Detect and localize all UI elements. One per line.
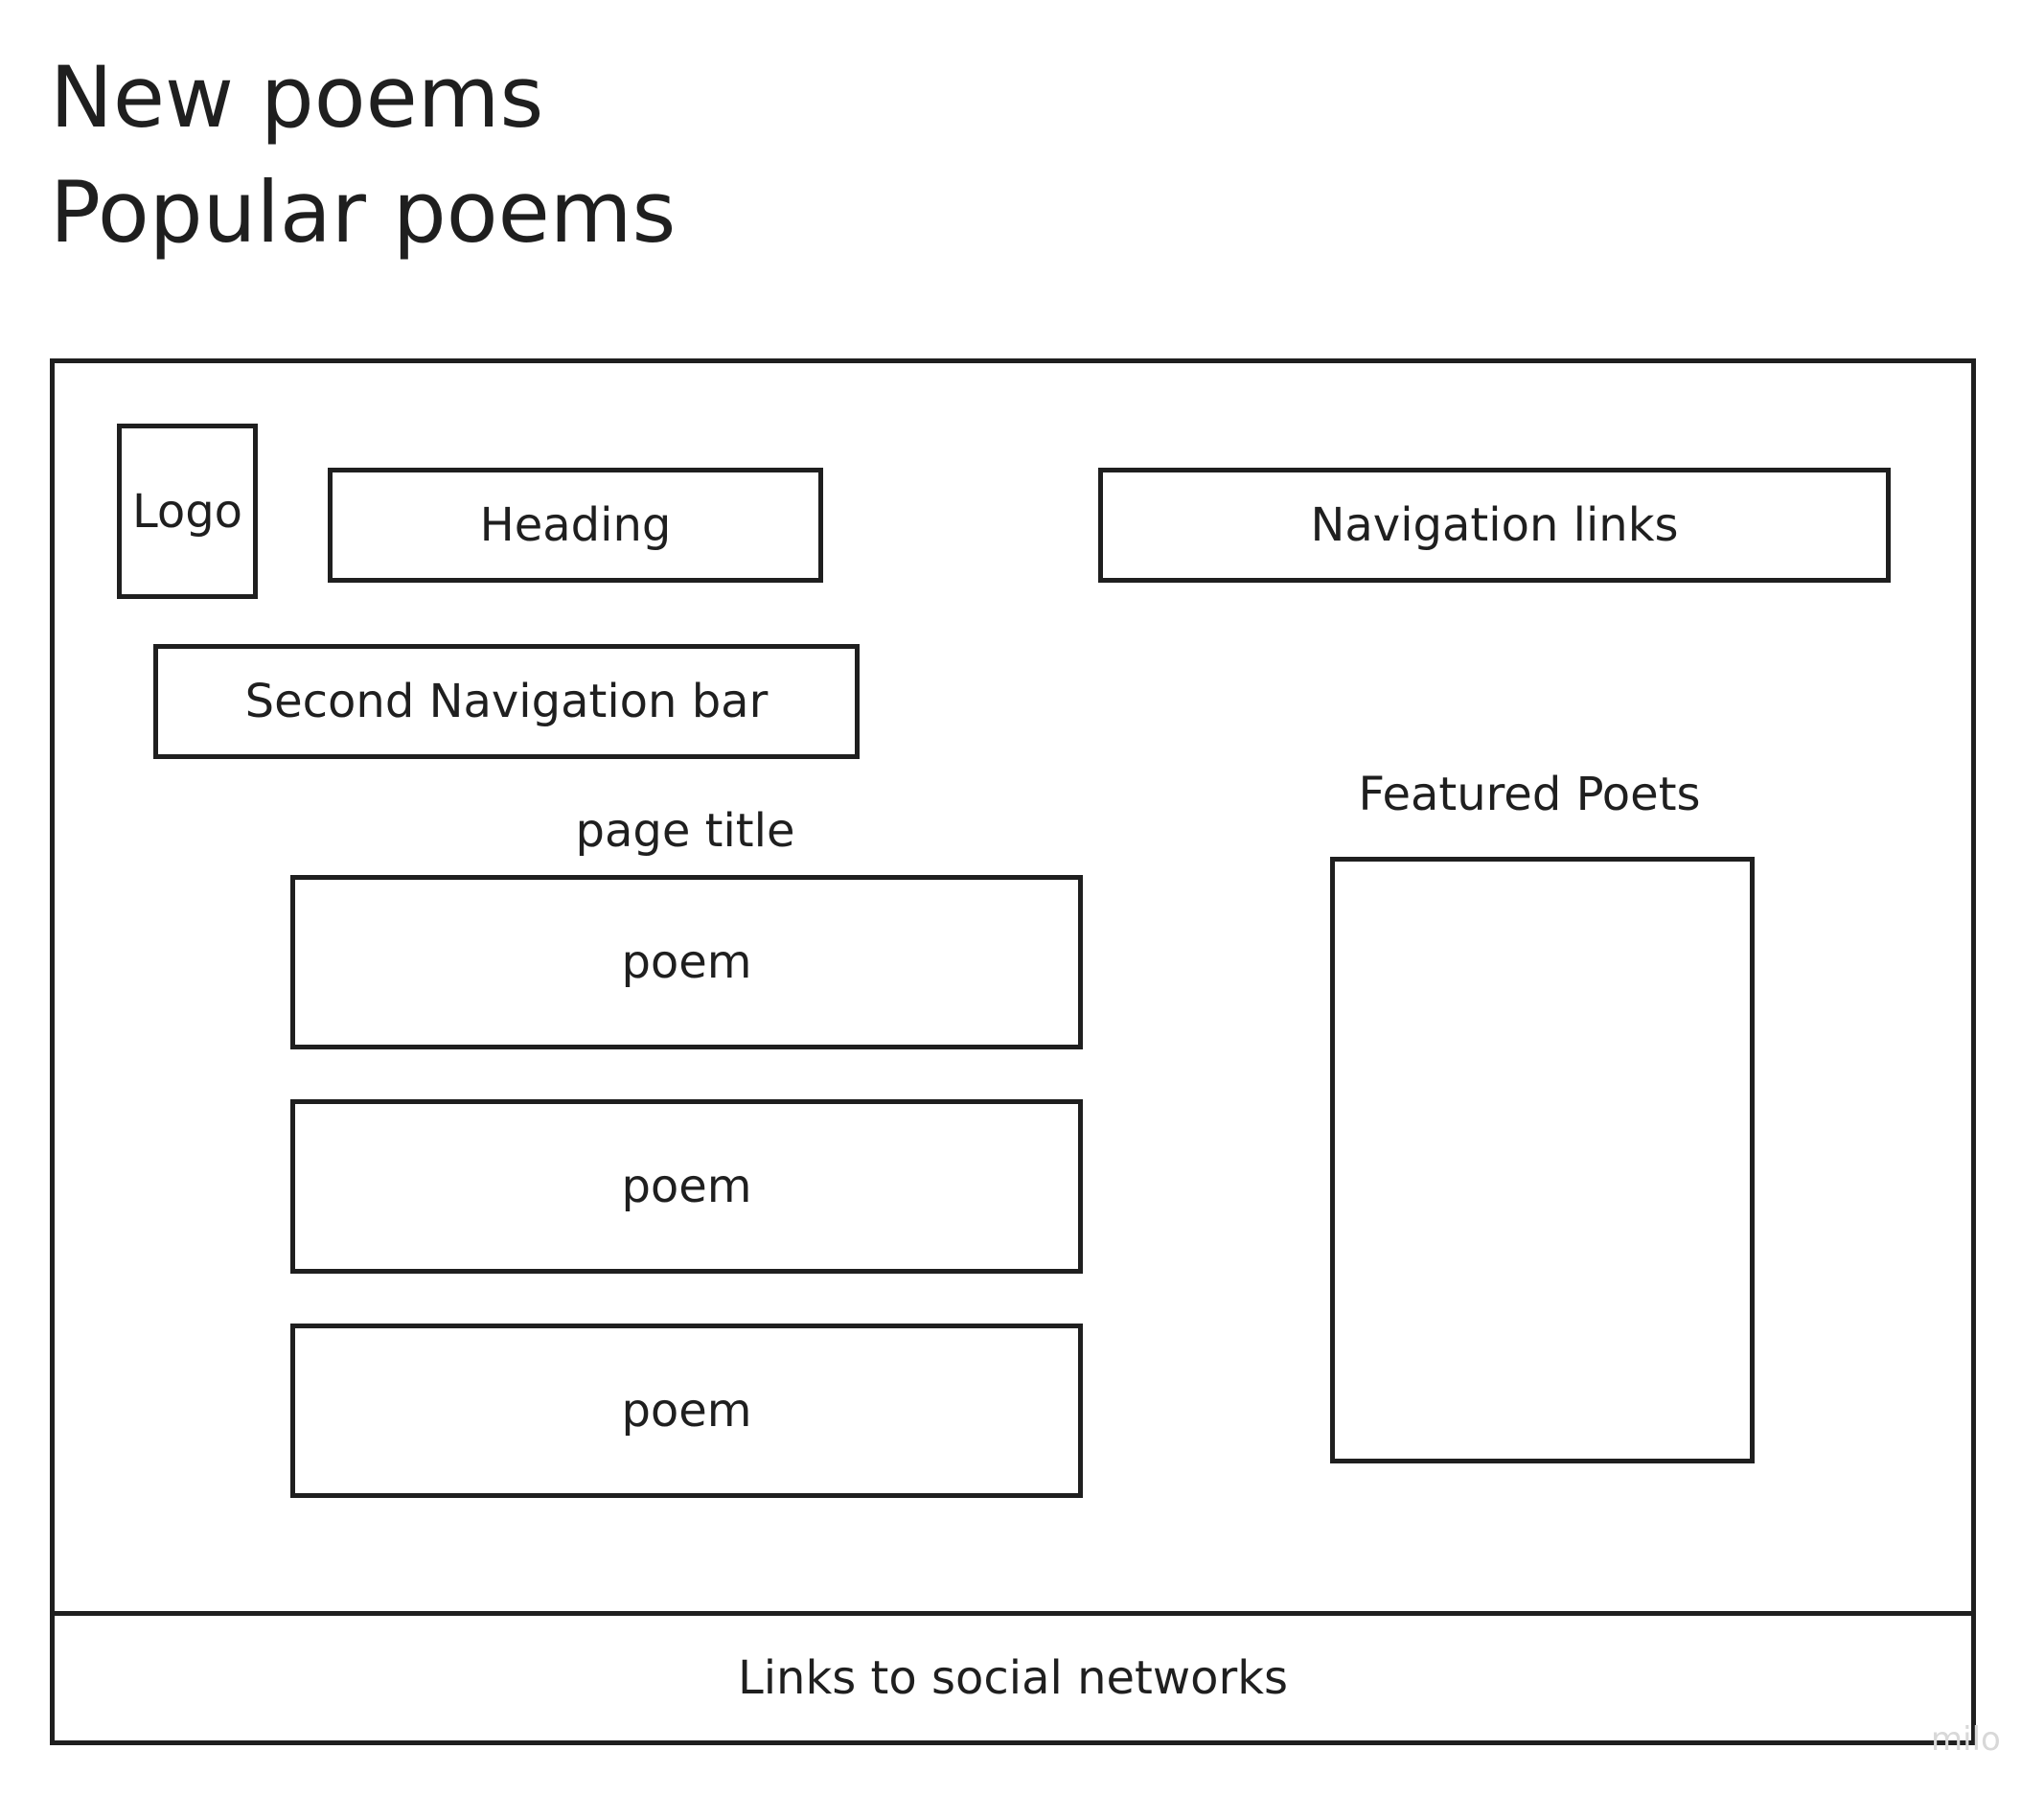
- heading-box: Heading: [328, 468, 823, 583]
- poem-box-2: poem: [290, 1099, 1083, 1274]
- popular-poems-heading: Popular poems: [50, 163, 677, 262]
- page-title-label: page title: [575, 804, 795, 858]
- new-poems-heading: New poems: [50, 48, 544, 147]
- social-links-footer: Links to social networks: [50, 1611, 1976, 1745]
- poem-box-1: poem: [290, 875, 1083, 1049]
- poem-box-3: poem: [290, 1324, 1083, 1498]
- navigation-links-box: Navigation links: [1098, 468, 1891, 583]
- featured-poets-label: Featured Poets: [1358, 768, 1701, 821]
- second-navigation-bar-box: Second Navigation bar: [153, 644, 860, 759]
- logo-box: Logo: [117, 424, 258, 599]
- featured-poets-box: [1330, 857, 1755, 1463]
- watermark-text: milo: [1931, 1720, 2001, 1759]
